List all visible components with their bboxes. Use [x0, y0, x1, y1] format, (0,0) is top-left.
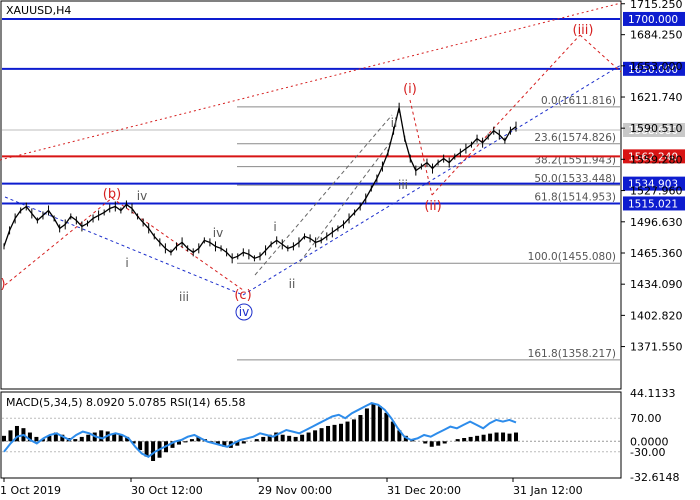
- indicator-label: MACD(5,34,5) 8.0920 5.0785 RSI(14) 65.58: [6, 396, 245, 409]
- red-wave-path: [4, 197, 113, 286]
- price-axis-label: 1559.280: [630, 153, 683, 166]
- price-axis-label: 1465.360: [630, 247, 683, 260]
- wave-label: (ii): [424, 199, 441, 214]
- wave-label: a): [0, 277, 6, 292]
- indicator-panel-frame: [0, 391, 622, 479]
- indicator-axis-label: 0.0000: [630, 435, 669, 448]
- fibonacci-levels: 0.0(1611.816) 23.6(1574.826) 38.2(1551.943…: [237, 95, 620, 361]
- level-tag: [623, 61, 685, 76]
- time-axis-label: 31 Dec 20:00: [387, 484, 461, 497]
- red-dotted-channel-line: [0, 2, 622, 161]
- fib-level-label: 161.8(1358.217): [528, 348, 616, 360]
- wave-label: iv: [213, 226, 223, 240]
- fib-level-label: 38.2(1551.943): [534, 155, 616, 167]
- fib-level-label: 23.6(1574.826): [534, 132, 616, 144]
- wave-label: iv: [239, 305, 249, 319]
- red-wave-path: [579, 34, 622, 73]
- price-axis-labels: 1715.250 1684.250 1653.000 1621.740 1590.510…: [621, 0, 683, 354]
- red-wave-path: [111, 197, 244, 291]
- level-tag-label: 1562.240: [628, 151, 678, 163]
- level-tag-label: 1650.000: [628, 64, 678, 76]
- wave-label: (b): [103, 187, 121, 202]
- indicator-axis-labels: 44.1133 70.00 0.0000-30.00 -32.6148: [630, 387, 679, 484]
- wave-label: i: [273, 220, 276, 234]
- time-axis-label: 1 Oct 2019: [0, 484, 61, 497]
- price-axis-label: 1434.090: [630, 278, 683, 291]
- blue-dotted-line: [4, 196, 244, 296]
- wave-label: (i): [403, 82, 417, 97]
- level-tag: [623, 11, 685, 26]
- level-tag-label: 1700.000: [628, 14, 678, 26]
- time-axis-label: 30 Oct 12:00: [131, 484, 203, 497]
- level-tag-label: 1515.021: [628, 198, 678, 210]
- level-tag-label: 1534.903: [628, 179, 678, 191]
- rsi-line: [3, 402, 517, 458]
- price-axis-label: 1371.550: [630, 341, 683, 354]
- fib-level-label: 100.0(1455.080): [528, 251, 616, 263]
- price-axis-label: 1653.000: [630, 60, 683, 73]
- indicator-axis-label: -30.00: [630, 446, 665, 459]
- price-axis-label: 1527.960: [630, 185, 683, 198]
- price-axis-tags: 1700.000 1650.000 1562.240 1534.903 1515.021…: [623, 11, 685, 211]
- current-price-tag-label: 1588.680: [628, 125, 678, 137]
- price-series: [3, 102, 517, 264]
- price-axis-label: 1496.630: [630, 216, 683, 229]
- price-axis-label: 1402.820: [630, 309, 683, 322]
- current-price-tag: [623, 122, 685, 137]
- price-axis-label: 1590.510: [630, 122, 683, 135]
- wave-label: (iii): [573, 23, 594, 38]
- gray-dashed-wave: [299, 139, 393, 263]
- trend-lines: [0, 2, 622, 296]
- wave-label: i: [125, 256, 128, 270]
- time-axis-label: 31 Jan 12:00: [513, 484, 583, 497]
- wave-label: (c): [234, 288, 251, 303]
- wave-label: iii: [398, 178, 408, 192]
- blue-dotted-line: [242, 64, 622, 296]
- wave-label: ii: [391, 116, 398, 130]
- indicator-axis-label: 44.1133: [630, 387, 676, 400]
- fib-level-label: 50.0(1533.448): [534, 173, 616, 185]
- level-tag: [623, 149, 685, 164]
- price-axis-label: 1621.740: [630, 91, 683, 104]
- wave-label-circle: [235, 303, 253, 321]
- chart-title: XAUUSD,H4: [6, 4, 71, 17]
- fib-level-label: 0.0(1611.816): [541, 95, 616, 107]
- main-panel-frame: [0, 0, 622, 390]
- gray-dashed-wave: [254, 114, 393, 276]
- price-axis-label: 1715.250: [630, 0, 683, 11]
- level-tag: [623, 176, 685, 191]
- fib-level-label: 61.8(1514.953): [534, 192, 616, 204]
- wave-label: ii: [289, 277, 296, 291]
- time-axis: 1 Oct 2019 30 Oct 12:00 29 Nov 00:00 31 Dec…: [0, 478, 583, 497]
- indicator-plot: [2, 402, 620, 462]
- red-wave-path: [409, 99, 433, 196]
- price-axis-label: 1684.250: [630, 29, 683, 42]
- horizontal-levels: [2, 17, 620, 205]
- level-tag: [623, 196, 685, 211]
- indicator-axis-label: 70.00: [630, 412, 662, 425]
- indicator-axis-label: -32.6148: [630, 471, 679, 484]
- time-axis-label: 29 Nov 00:00: [258, 484, 332, 497]
- wave-label: iv: [137, 189, 147, 203]
- wave-label: iii: [179, 290, 189, 304]
- red-wave-path: [431, 34, 581, 196]
